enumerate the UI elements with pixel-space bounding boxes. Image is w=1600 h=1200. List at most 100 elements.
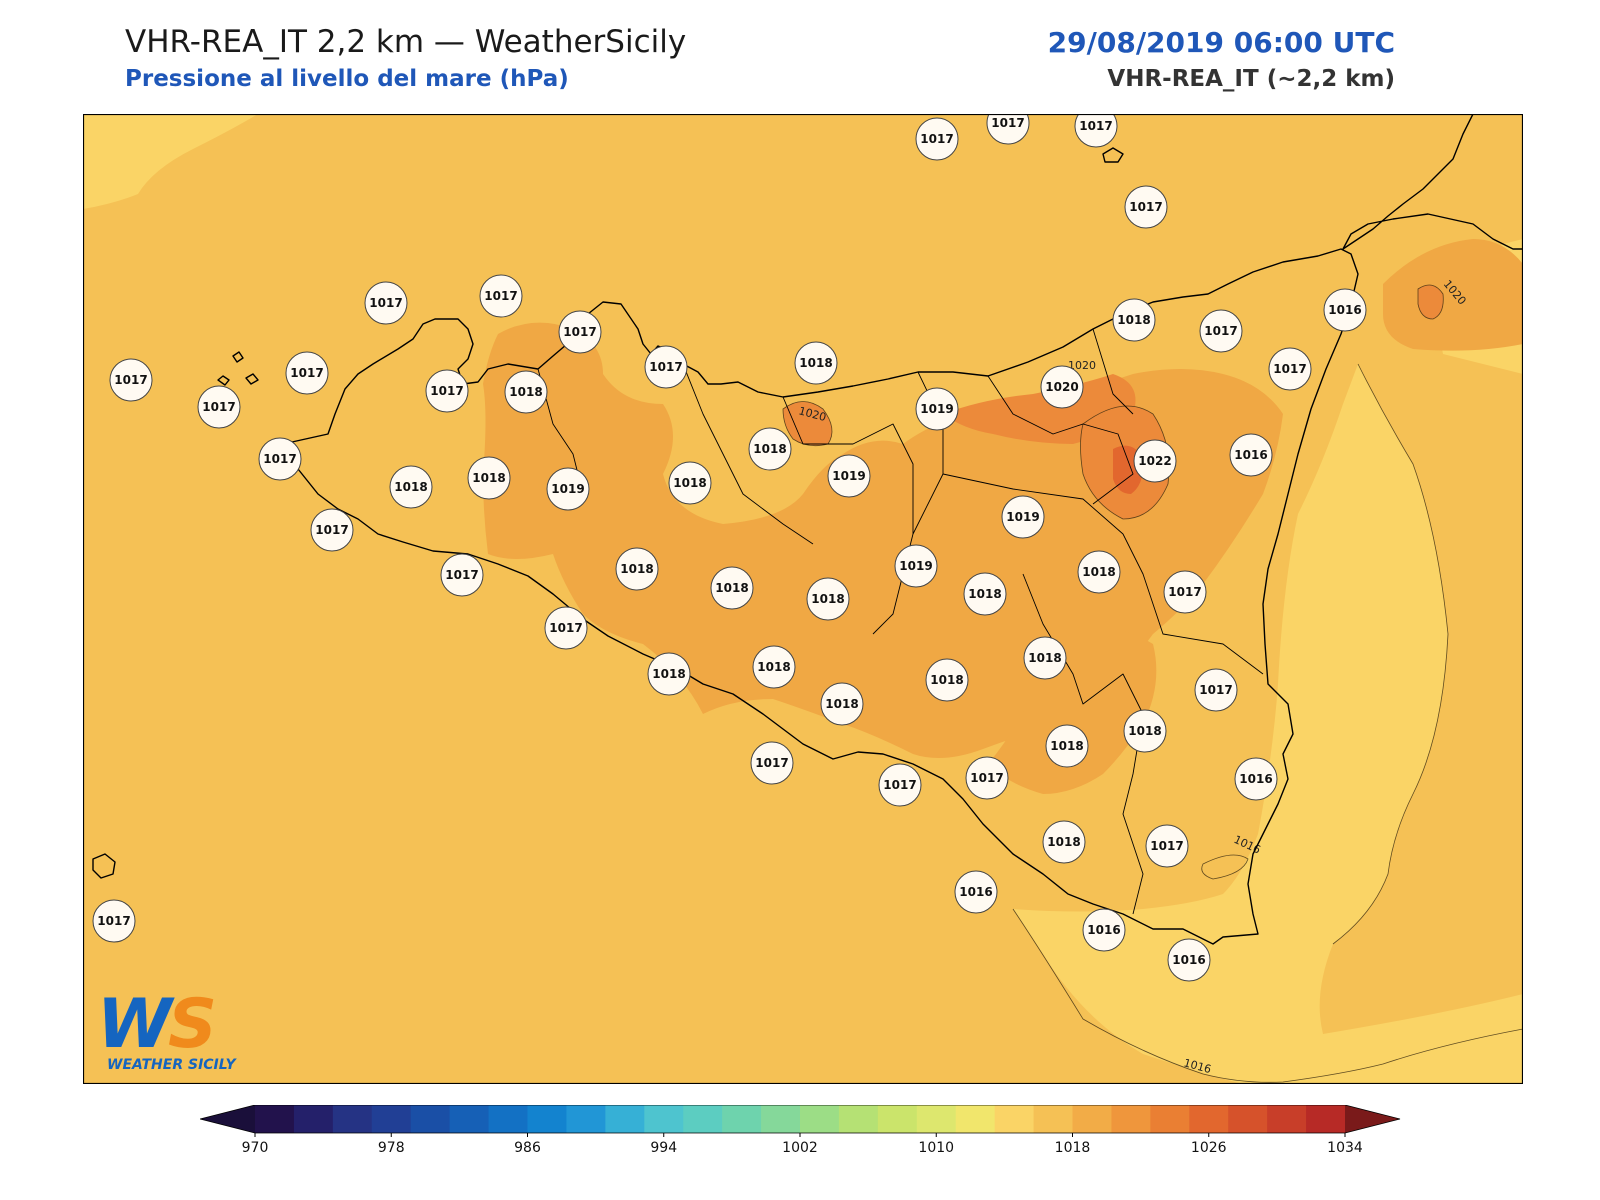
- station-marker: 1018: [467, 456, 511, 500]
- station-value: 1016: [1234, 448, 1267, 462]
- station-circle: [954, 870, 998, 914]
- station-value: 1017: [1168, 585, 1201, 599]
- station-circle: [544, 606, 588, 650]
- logo-text: WEATHER SICILY: [107, 1057, 236, 1073]
- station-value: 1017: [883, 778, 916, 792]
- colorbar-segment: [449, 1105, 490, 1133]
- station-marker: 1022: [1133, 439, 1177, 483]
- station-marker: 1018: [1077, 550, 1121, 594]
- colorbar-segment: [955, 1105, 996, 1133]
- station-marker: 1019: [915, 387, 959, 431]
- station-value: 1018: [1082, 565, 1115, 579]
- station-marker: 1017: [915, 117, 959, 161]
- field-high-east-island: [1383, 239, 1523, 351]
- colorbar-tick-label: 1034: [1327, 1140, 1363, 1156]
- station-value: 1018: [968, 587, 1001, 601]
- station-circle: [258, 437, 302, 481]
- colorbar-segment: [605, 1105, 645, 1133]
- weather-sicily-logo: WS WEATHER SICILY: [97, 985, 257, 1075]
- calabria-coast: [1342, 114, 1523, 250]
- station-value: 1017: [315, 523, 348, 537]
- station-circle: [1163, 570, 1207, 614]
- station-value: 1018: [811, 592, 844, 606]
- station-value: 1019: [551, 482, 584, 496]
- colorbar-segment: [800, 1105, 840, 1133]
- station-circle: [425, 369, 469, 413]
- station-circle: [915, 117, 959, 161]
- colorbar-tick-label: 1026: [1191, 1140, 1227, 1156]
- station-value: 1018: [1050, 739, 1083, 753]
- station-circle: [794, 341, 838, 385]
- station-marker: 1016: [1229, 433, 1273, 477]
- station-circle: [1133, 439, 1177, 483]
- pressure-field: [83, 114, 1523, 1084]
- station-marker: 1017: [197, 385, 241, 429]
- station-circle: [710, 566, 754, 610]
- colorbar-segment: [293, 1105, 334, 1133]
- station-circle: [1045, 724, 1089, 768]
- station-circle: [915, 387, 959, 431]
- station-circle: [925, 658, 969, 702]
- station-circle: [644, 345, 688, 389]
- colorbar-segment: [410, 1105, 451, 1133]
- station-marker: 1017: [1124, 185, 1168, 229]
- isobars: [782, 284, 1523, 1083]
- station-circle: [647, 652, 691, 696]
- station-marker: 1017: [92, 899, 136, 943]
- station-marker: 1017: [558, 310, 602, 354]
- station-circle: [310, 508, 354, 552]
- chart-title: VHR-REA_IT 2,2 km — WeatherSicily: [125, 24, 687, 60]
- station-value: 1017: [549, 621, 582, 635]
- station-marker: 1018: [1112, 298, 1156, 342]
- station-value: 1018: [652, 667, 685, 681]
- station-marker: 1019: [827, 454, 871, 498]
- colorbar-segment: [371, 1105, 412, 1133]
- station-marker: 1018: [647, 652, 691, 696]
- station-circle: [479, 274, 523, 318]
- station-marker: 1017: [479, 274, 523, 318]
- station-value: 1017: [484, 289, 517, 303]
- colorbar-segment: [1111, 1105, 1151, 1133]
- station-marker: 1018: [794, 341, 838, 385]
- colorbar-tick-label: 970: [242, 1140, 269, 1156]
- station-value: 1018: [673, 476, 706, 490]
- station-marker: 1016: [1323, 288, 1367, 332]
- station-circle: [820, 682, 864, 726]
- station-value: 1017: [202, 400, 235, 414]
- station-value: 1016: [1239, 772, 1272, 786]
- station-circle: [1199, 309, 1243, 353]
- station-circle: [1112, 298, 1156, 342]
- station-value: 1017: [369, 296, 402, 310]
- station-value: 1018: [620, 562, 653, 576]
- station-marker: 1016: [1167, 938, 1211, 982]
- pressure-colorbar: 970 978 986 994 1002 1010 1018 1026 1034: [200, 1105, 1401, 1156]
- station-marker: 1018: [1042, 820, 1086, 864]
- station-circle: [109, 358, 153, 402]
- station-circle: [963, 572, 1007, 616]
- station-marker: 1019: [894, 544, 938, 588]
- station-circle: [965, 756, 1009, 800]
- station-value: 1017: [920, 132, 953, 146]
- station-circle: [440, 553, 484, 597]
- colorbar-segment: [916, 1105, 957, 1133]
- station-value: 1017: [1079, 119, 1112, 133]
- station-value: 1018: [509, 385, 542, 399]
- station-marker: 1016: [954, 870, 998, 914]
- station-value: 1017: [290, 366, 323, 380]
- map-border: [83, 114, 1523, 1084]
- field-high-south: [988, 626, 1157, 794]
- station-circle: [1194, 668, 1238, 712]
- station-circle: [1124, 185, 1168, 229]
- station-value: 1017: [445, 568, 478, 582]
- field-peak-east-island: [1418, 285, 1444, 319]
- colorbar-segment: [332, 1105, 373, 1133]
- station-value: 1017: [97, 914, 130, 928]
- colorbar-segment: [761, 1105, 801, 1133]
- station-marker: 1017: [1163, 570, 1207, 614]
- station-marker: 1018: [752, 645, 796, 689]
- station-markers: 1017 1017 1017 1017 1016 1018 1017 1017 1020 1016…: [92, 114, 1367, 982]
- station-marker: 1018: [748, 427, 792, 471]
- colorbar-under-arrow: [200, 1105, 255, 1133]
- colorbar-tick-label: 1010: [918, 1140, 954, 1156]
- colorbar-tick-label: 978: [378, 1140, 405, 1156]
